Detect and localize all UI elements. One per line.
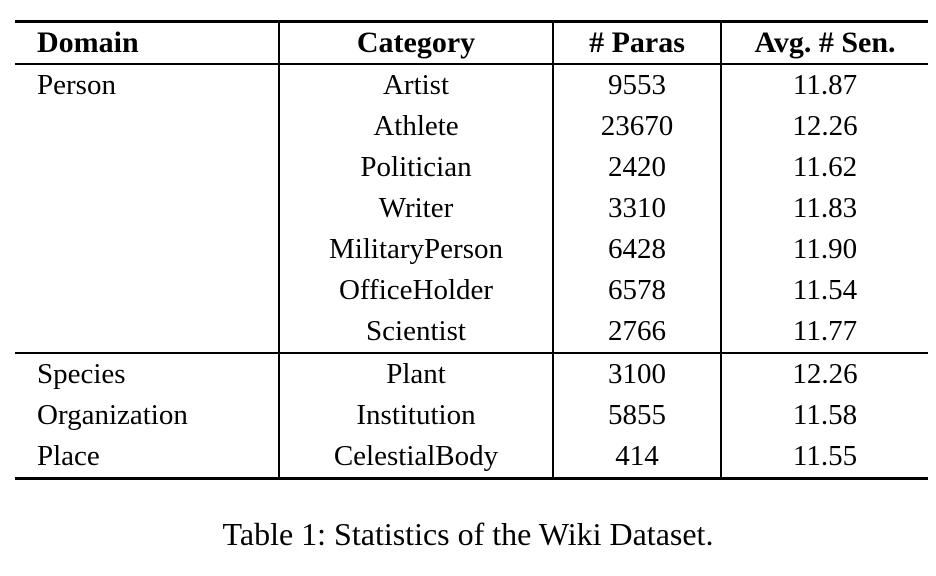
column-header-avg-sen: Avg. # Sen. (721, 21, 928, 65)
column-header-category: Category (279, 21, 554, 65)
cell-domain (15, 311, 280, 353)
table-row: Person Artist 9553 11.87 (15, 64, 928, 106)
cell-avg-sen: 12.26 (721, 352, 928, 395)
cell-domain: Place (15, 436, 280, 479)
table-row: Politician 2420 11.62 (15, 147, 928, 188)
cell-avg-sen: 11.87 (792, 69, 858, 101)
table-row: Organization Institution 5855 11.58 (15, 395, 928, 436)
cell-domain (15, 106, 280, 147)
cell-paras: 414 (553, 436, 722, 479)
cell-domain (15, 147, 280, 188)
cell-paras: 3310 (553, 188, 722, 229)
cell-domain (15, 229, 280, 270)
table-caption: Table 1: Statistics of the Wiki Dataset. (222, 516, 714, 552)
cell-paras: 2420 (553, 147, 722, 188)
wiki-dataset-table-container: Domain Category # Paras Avg. # Sen. Pers… (15, 20, 928, 480)
cell-paras: 6578 (553, 270, 722, 311)
cell-paras: 5855 (553, 395, 722, 436)
wiki-dataset-table: Domain Category # Paras Avg. # Sen. Pers… (15, 20, 928, 480)
cell-category: Plant (279, 352, 554, 395)
cell-category: Artist (279, 64, 554, 106)
cell-domain: Organization (15, 395, 280, 436)
cell-domain (15, 270, 280, 311)
column-header-paras: # Paras (553, 21, 722, 65)
cell-category: Institution (279, 395, 554, 436)
cell-paras: 23670 (553, 106, 722, 147)
cell-avg-sen: 11.83 (792, 192, 858, 224)
table-row: Writer 3310 11.83 (15, 188, 928, 229)
table-body: Person Artist 9553 11.87 Athlete 23670 1… (15, 64, 928, 479)
cell-domain: Species (15, 352, 280, 395)
table-row: MilitaryPerson 6428 11.90 (15, 229, 928, 270)
cell-avg-sen: 11.54 (792, 274, 858, 306)
table-header: Domain Category # Paras Avg. # Sen. (15, 21, 928, 65)
header-row: Domain Category # Paras Avg. # Sen. (15, 21, 928, 65)
column-header-domain: Domain (15, 21, 280, 65)
cell-avg-sen: 11.55 (792, 440, 858, 472)
table-row: OfficeHolder 6578 11.54 (15, 270, 928, 311)
cell-category: OfficeHolder (279, 270, 554, 311)
cell-paras: 3100 (553, 352, 722, 395)
cell-category: Writer (279, 188, 554, 229)
cell-paras: 9553 (553, 64, 722, 106)
cell-category: Scientist (279, 311, 554, 353)
cell-category: CelestialBody (279, 436, 554, 479)
cell-avg-sen: 12.26 (792, 110, 858, 142)
table-row: Place CelestialBody 414 11.55 (15, 436, 928, 479)
cell-paras: 6428 (553, 229, 722, 270)
cell-avg-sen: 11.62 (792, 151, 858, 183)
cell-category: Athlete (279, 106, 554, 147)
table-row: Scientist 2766 11.77 (15, 311, 928, 353)
cell-category: Politician (279, 147, 554, 188)
cell-domain (15, 188, 280, 229)
cell-domain: Person (15, 64, 280, 106)
cell-avg-sen: 11.77 (792, 315, 858, 347)
cell-paras: 2766 (553, 311, 722, 353)
cell-avg-sen: 11.58 (792, 399, 858, 431)
cell-category: MilitaryPerson (279, 229, 554, 270)
table-row: Species Plant 3100 12.26 (15, 352, 928, 395)
cell-avg-sen: 11.90 (792, 233, 858, 265)
table-row: Athlete 23670 12.26 (15, 106, 928, 147)
